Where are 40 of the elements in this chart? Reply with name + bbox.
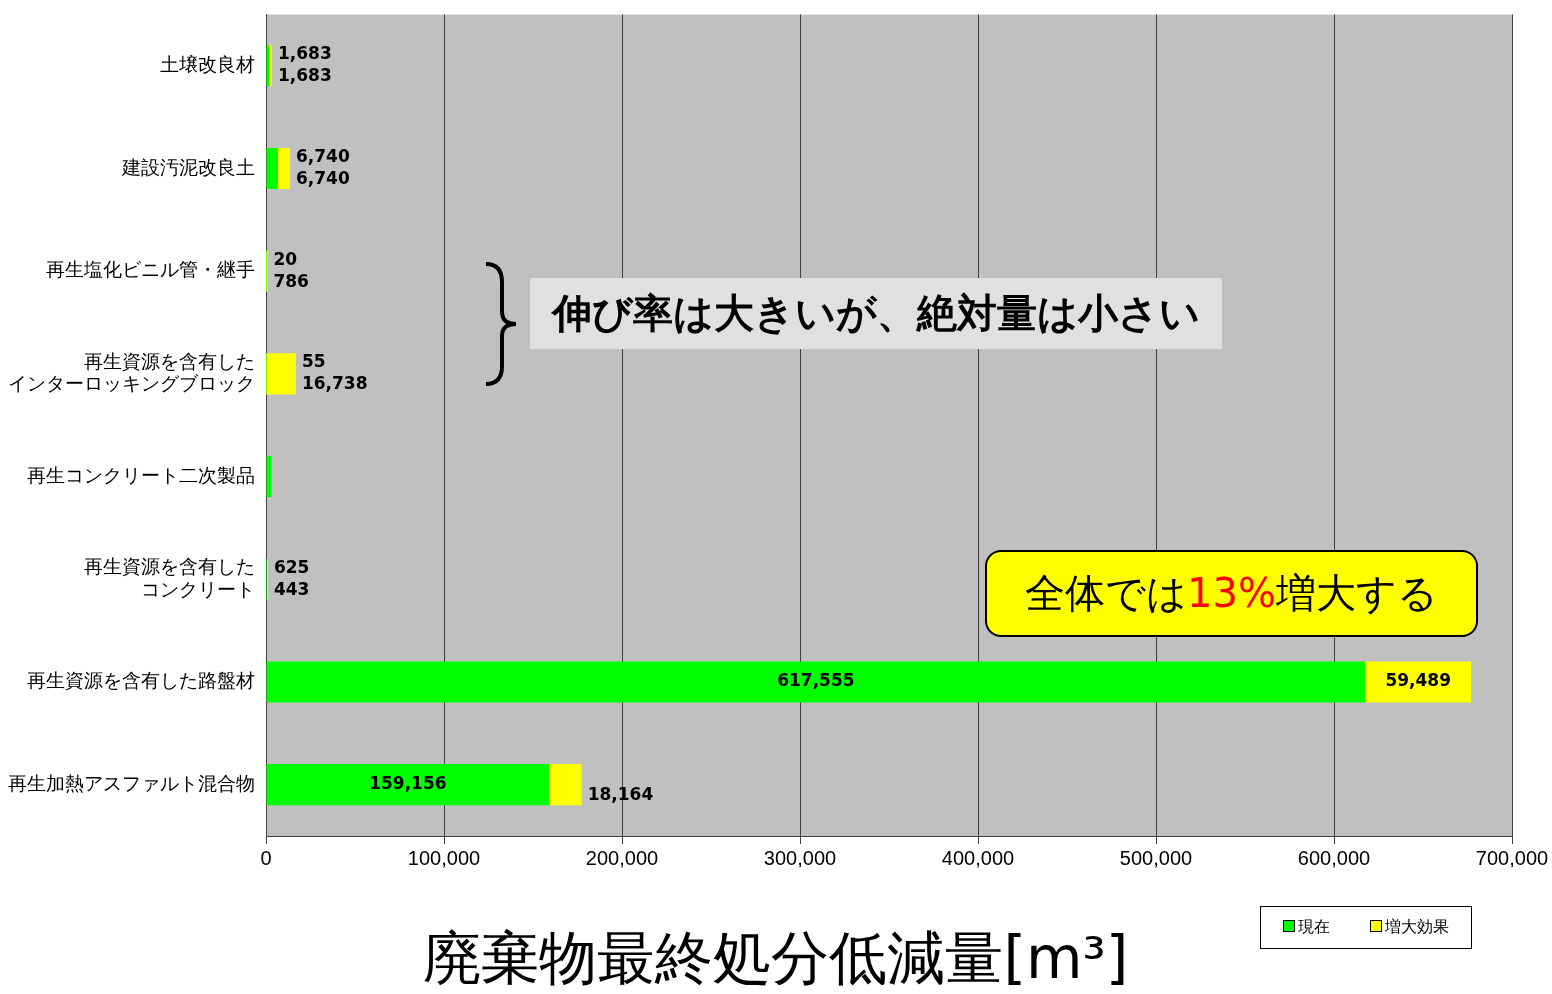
x-tick-label: 700,000 <box>1475 846 1549 869</box>
x-tick-label: 500,000 <box>1119 846 1193 869</box>
y-tick-label: 再生加熱アスファルト混合物 <box>8 772 255 794</box>
y-tick-label: 再生塩化ビニル管・継手 <box>46 259 255 281</box>
data-label: 159,156 <box>369 773 447 794</box>
data-label: 20 <box>273 248 298 269</box>
x-tick-label: 200,000 <box>585 846 659 869</box>
data-label: 16,738 <box>301 373 368 394</box>
legend-label: 増大効果 <box>1385 917 1449 936</box>
bar <box>278 147 290 189</box>
annotation: 全体では13%増大する <box>1025 570 1438 616</box>
data-label: 1,683 <box>277 65 332 86</box>
data-label: 55 <box>301 351 326 372</box>
data-label: 443 <box>273 578 310 599</box>
legend-label: 現在 <box>1298 917 1330 936</box>
data-label: 1,683 <box>277 43 332 64</box>
y-tick-label: 建設汚泥改良土 <box>121 156 255 178</box>
bar <box>266 661 1366 703</box>
bar <box>549 764 582 806</box>
data-label: 786 <box>273 270 309 291</box>
y-tick-label: 土壌改良材 <box>160 53 255 75</box>
x-axis-title: 廃棄物最終処分低減量[m³] <box>423 924 1129 992</box>
data-label: 617,555 <box>777 670 855 691</box>
x-tick-label: 400,000 <box>941 846 1015 869</box>
y-tick-label: 再生資源を含有したコンクリート <box>84 556 255 600</box>
bar <box>266 147 278 189</box>
y-tick-label: 再生コンクリート二次製品 <box>27 464 255 486</box>
bar <box>266 353 296 395</box>
x-tick-label: 100,000 <box>407 846 481 869</box>
x-tick-label: 0 <box>260 846 272 869</box>
x-tick-label: 600,000 <box>1297 846 1371 869</box>
data-label: 625 <box>273 556 310 577</box>
data-label: 6,740 <box>295 145 350 166</box>
x-tick-label: 300,000 <box>763 846 837 869</box>
y-tick-label: 再生資源を含有した路盤材 <box>27 670 255 692</box>
bar <box>266 764 550 806</box>
annotation: 伸び率は大きいが、絶対量は小さい <box>552 290 1200 336</box>
data-label: 59,489 <box>1385 670 1451 691</box>
data-label: 6,740 <box>295 167 350 188</box>
y-tick-label: 再生資源を含有したインターロッキングブロック <box>8 350 255 395</box>
